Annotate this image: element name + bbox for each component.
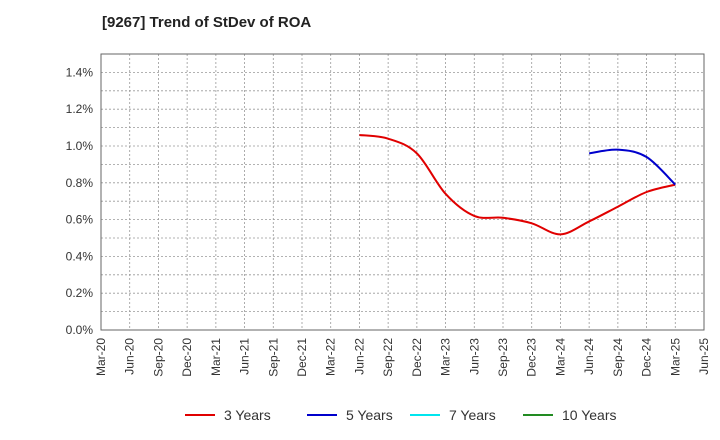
x-tick-label: Jun-24 [582,338,596,375]
legend-label: 3 Years [224,407,271,423]
y-tick-label: 0.2% [66,286,94,300]
x-tick-label: Sep-24 [611,338,625,377]
series [359,133,676,236]
series-line-3-years [359,133,676,236]
legend-label: 10 Years [562,407,617,423]
x-tick-label: Sep-21 [266,338,280,377]
x-tick-label: Dec-24 [640,338,654,377]
x-tick-label: Dec-23 [525,338,539,377]
legend-label: 5 Years [346,407,393,423]
x-tick-label: Jun-23 [467,338,481,375]
x-tick-label: Mar-24 [553,338,567,376]
y-tick-label: 0.8% [66,176,94,190]
y-tick-label: 0.6% [66,213,94,227]
x-tick-label: Sep-22 [381,338,395,377]
x-tick-label: Jun-21 [238,338,252,375]
y-tick-label: 1.0% [66,139,94,153]
series-line-5-years [588,148,676,186]
legend-label: 7 Years [449,407,496,423]
y-tick-label: 1.4% [66,65,94,79]
y-axis: 0.0% 0.2% 0.4% 0.6% 0.8% 1.0% 1.2% 1.4% [66,65,94,337]
chart-title: [9267] Trend of StDev of ROA [102,14,312,31]
x-tick-label: Sep-20 [151,338,165,377]
x-tick-label: Mar-20 [94,338,108,376]
y-tick-label: 0.4% [66,249,94,263]
plot-area [100,53,705,331]
y-tick-label: 1.2% [66,102,94,116]
x-tick-label: Dec-20 [180,338,194,377]
x-tick-label: Mar-22 [324,338,338,376]
x-tick-label: Dec-21 [295,338,309,377]
x-tick-label: Jun-22 [352,338,366,375]
x-tick-label: Sep-23 [496,338,510,377]
x-tick-label: Jun-20 [123,338,137,375]
grid [100,54,705,330]
y-tick-label: 0.0% [66,323,94,337]
x-tick-label: Mar-21 [209,338,223,376]
x-tick-label: Dec-22 [410,338,424,377]
x-tick-label: Mar-23 [439,338,453,376]
x-axis: Mar-20 Jun-20 Sep-20 Dec-20 Mar-21 Jun-21 Sep-… [94,338,711,377]
legend: 3 Years 5 Years 7 Years 10 Years [185,407,617,423]
x-tick-label: Mar-25 [668,338,682,376]
x-tick-label: Jun-25 [697,338,711,375]
